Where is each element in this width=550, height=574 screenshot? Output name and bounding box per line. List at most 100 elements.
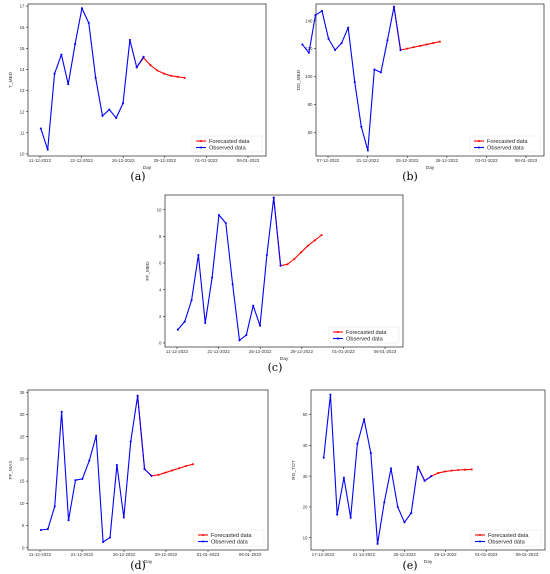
panel-c: 0 2 4 6 8 10 11-12-2022 21-12-2022 25-12-2022 29-… (145, 194, 404, 374)
panel-c-forecast-point (293, 257, 296, 261)
panel-d-legend-label: Observed data (211, 540, 249, 546)
panel-e-observed-point (396, 505, 399, 508)
panel-a-observed-point (121, 102, 125, 105)
panel-d-observed-point (108, 536, 112, 539)
panel-b-forecast-point (419, 44, 422, 47)
panel-e-forecast-point (470, 468, 473, 471)
panel-b-x-axis-label: Day (426, 165, 435, 171)
panel-b-legend-box (469, 135, 541, 153)
panel-c-observed-point (279, 264, 282, 267)
panel-a-observed-point (67, 83, 70, 86)
panel-e-forecast-point (450, 469, 453, 472)
panel-b-xtick-label: 07-12-2022 (317, 158, 340, 163)
panel-d-forecast-point (171, 469, 174, 472)
panel-e-ytick-label: 40 (303, 443, 308, 448)
panel-b-observed-point (373, 68, 376, 71)
panel-a-plot-area (27, 3, 267, 157)
panel-a-ytick-label: 16 (20, 25, 25, 30)
panel-c-observed-point (238, 339, 241, 342)
panel-a-xtick-label: 06-01-2023 (237, 158, 260, 163)
panel-d-ytick-label: 5 (22, 523, 25, 528)
panel-a-forecast-point (156, 69, 159, 72)
panel-a-forecast-point (169, 74, 173, 77)
panel-b-observed-line (301, 6, 402, 151)
panel-d-observed-point (115, 464, 118, 467)
panel-d-observed-point (95, 434, 98, 437)
panel-d-forecast-point (184, 464, 188, 468)
panel-e-forecast-point (443, 470, 446, 473)
panel-d-observed-point (74, 479, 77, 482)
panel-c-observed-point (197, 253, 200, 257)
panel-a-ytick-label: 10 (20, 151, 25, 156)
panel-b-observed-point (386, 39, 389, 42)
panel-c-forecast-point (300, 251, 303, 254)
panel-b-xtick-label: 25-12-2022 (396, 158, 419, 163)
panel-d-observed-point (122, 516, 125, 519)
panel-e-plot-area (310, 389, 546, 551)
panel-c-plot-area (164, 194, 404, 348)
panel-b-observed-point (392, 5, 396, 8)
panel-a-observed-point (60, 53, 63, 56)
panel-b-xtick-label: 21-12-2022 (356, 158, 379, 163)
panel-c-observed-point (217, 213, 220, 217)
panel-d: 0 5 10 15 20 25 30 35 11-12-2022 21-12-2022 26-12-… (8, 389, 269, 572)
panel-b-ytick-label: 80 (308, 102, 313, 107)
panel-d-ytick-label: 35 (20, 390, 25, 395)
panel-e-ytick-label: 20 (303, 505, 308, 510)
panel-b-xtick-label: 28-12-2022 (436, 158, 459, 163)
panel-d-observed-point (129, 440, 132, 443)
panel-d-observed-point (60, 410, 63, 413)
panel-d-ytick-label: 10 (20, 501, 25, 506)
panel-d-legend-marker (201, 533, 205, 537)
panel-e-observed-point (349, 516, 352, 519)
panel-e-x-axis-label: Day (424, 559, 433, 565)
panel-e-xtick-label: 17-12-2022 (312, 552, 335, 557)
panel-d-legend-label: Forecasted data (211, 533, 252, 539)
panel-b-forecast-point (432, 42, 435, 45)
panel-e-ytick-label: 30 (303, 474, 308, 479)
panel-a-y-axis-label: T_MED (8, 71, 14, 88)
panel-e-xtick-label: 01-01-2023 (475, 552, 498, 557)
panel-a-observed-point (80, 7, 83, 10)
panel-b-caption: (b) (402, 170, 418, 183)
panel-d-observed-point (46, 528, 49, 531)
panel-c-observed-point (252, 304, 255, 307)
panel-e-observed-point (389, 467, 393, 470)
panel-a-legend-marker (199, 139, 203, 143)
panel-a-xtick-label: 26-12-2022 (112, 158, 135, 163)
panel-d-ytick-label: 15 (20, 479, 25, 484)
panel-c-forecast-line (273, 197, 323, 267)
panel-a-x-axis-label: Day (143, 165, 152, 171)
panel-a-forecast-point (183, 76, 186, 79)
panel-b-legend-label: Observed data (487, 146, 525, 152)
panel-c-observed-point (231, 283, 234, 286)
panel-d-legend-marker (201, 540, 205, 543)
panel-b-observed-point (347, 26, 350, 29)
panel-d-observed-point (143, 468, 146, 471)
panel-c-xtick-label: 01-01-2023 (332, 349, 355, 354)
panel-e-y-axis-label: RG_TOT (291, 460, 297, 479)
panel-c-legend-box (328, 326, 400, 344)
panel-c-ytick-label: 8 (159, 234, 162, 239)
panel-c-observed-point (190, 299, 193, 302)
panel-a-legend-box (191, 135, 263, 153)
panel-c-legend-marker (336, 330, 340, 334)
panel-a-observed-point (108, 108, 111, 111)
panel-a-ytick-label: 12 (20, 109, 25, 114)
panel-e-observed-point (383, 501, 386, 504)
panel-d-ytick-label: 30 (20, 412, 25, 417)
panel-b-ytick-label: 140 (305, 18, 313, 23)
panel-e-observed-point (416, 465, 419, 468)
panel-e-observed-point (376, 542, 379, 545)
panel-a-legend-label: Observed data (209, 146, 247, 152)
panel-c-ytick-label: 0 (159, 341, 162, 346)
panel-d-plot-area (27, 389, 269, 551)
panel-a-observed-point (74, 43, 77, 46)
panel-c-observed-point (211, 276, 214, 279)
panel-e-forecast-point (457, 468, 460, 472)
panel-a-observed-point (87, 21, 90, 25)
panel-c-observed-point (265, 253, 268, 257)
